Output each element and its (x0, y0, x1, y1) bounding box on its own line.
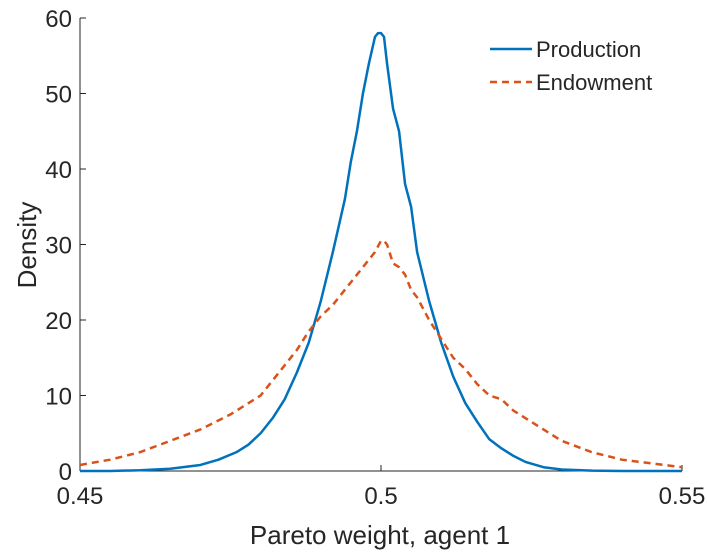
legend: Production Endowment (490, 37, 652, 95)
series-line-production (80, 31, 682, 473)
legend-label-endowment: Endowment (536, 70, 652, 95)
y-tick-label: 40 (45, 157, 72, 184)
y-tick-label: 10 (45, 384, 72, 411)
x-tick-label: 0.45 (57, 483, 104, 510)
legend-label-production: Production (536, 37, 641, 62)
x-axis-label: Pareto weight, agent 1 (250, 520, 510, 550)
tick-labels: 0 10 20 30 40 50 60 0.45 0.5 0.55 (45, 6, 705, 510)
y-tick-label: 20 (45, 308, 72, 335)
y-tick-label: 60 (45, 6, 72, 33)
y-axis-label: Density (12, 202, 42, 289)
y-tick-label: 0 (59, 459, 72, 486)
series-group (79, 31, 683, 473)
series-line-endowment (79, 239, 683, 469)
y-tick-label: 50 (45, 82, 72, 109)
y-tick-label: 30 (45, 233, 72, 260)
x-tick-label: 0.5 (364, 483, 397, 510)
x-tick-label: 0.55 (659, 483, 706, 510)
